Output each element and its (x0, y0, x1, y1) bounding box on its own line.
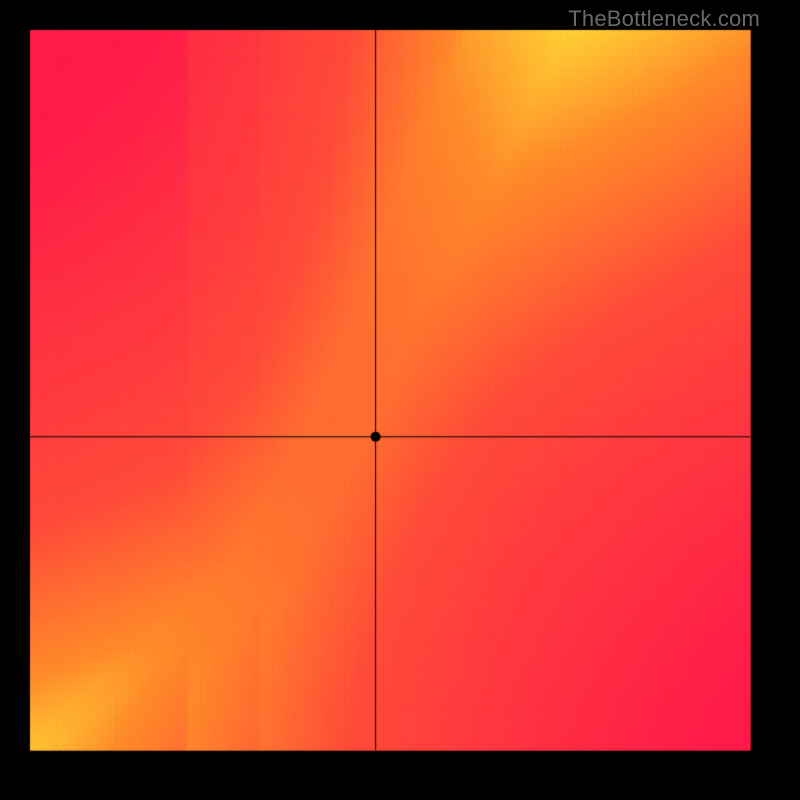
chart-container: TheBottleneck.com (0, 0, 800, 800)
watermark-text: TheBottleneck.com (568, 6, 760, 32)
heatmap-canvas (0, 0, 800, 800)
